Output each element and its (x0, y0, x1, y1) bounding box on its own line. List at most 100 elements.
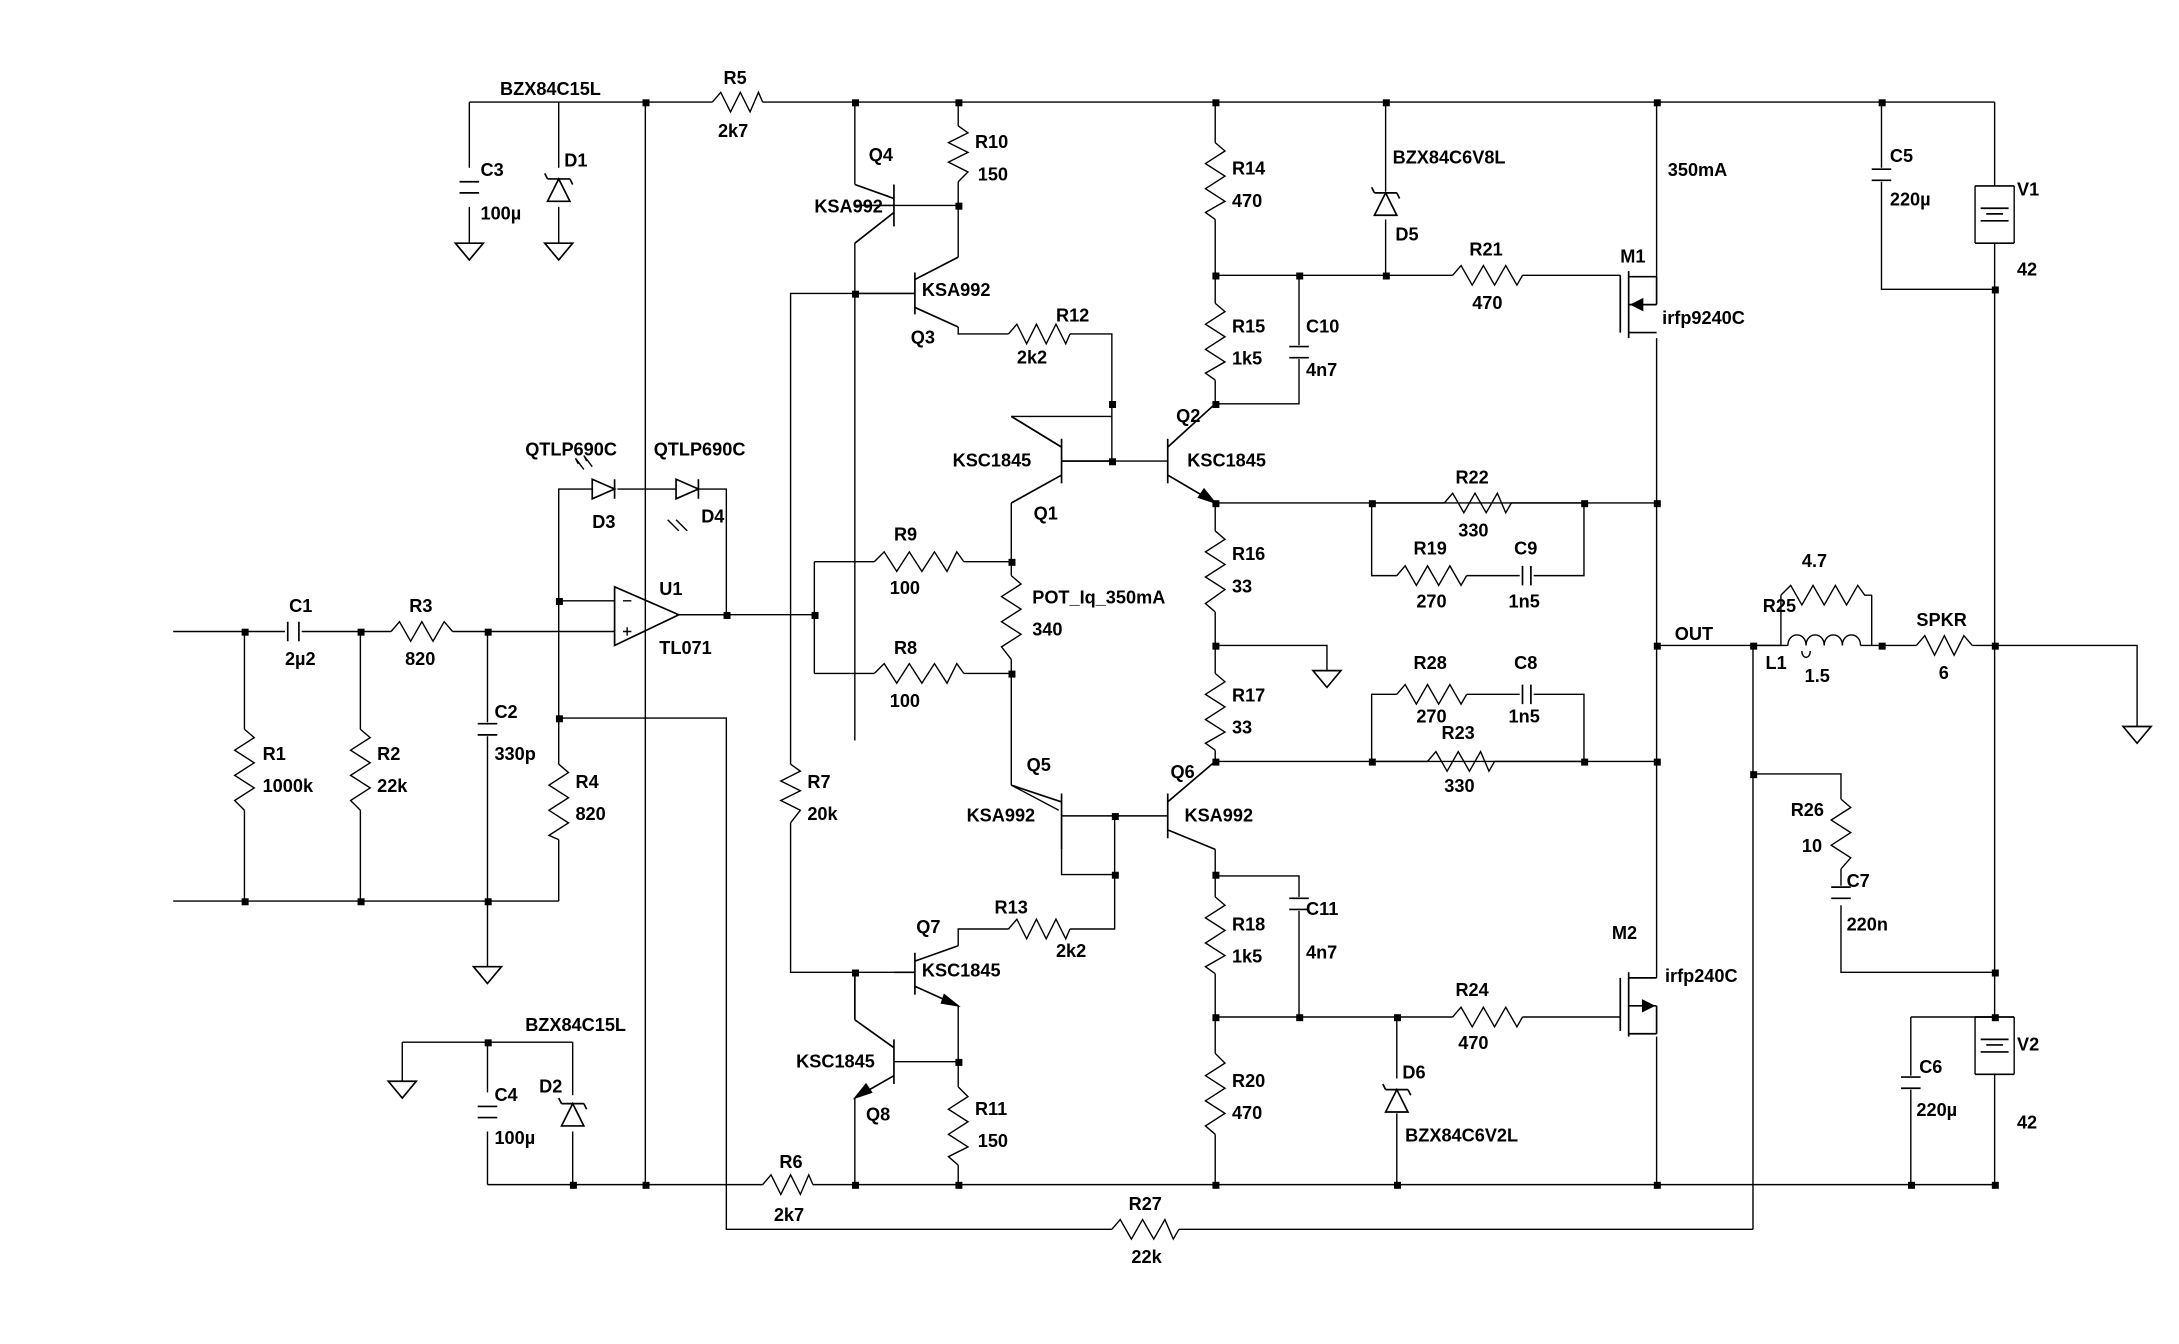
resistor-symbol (1829, 798, 1853, 870)
r13: R13 2k2 (995, 898, 1087, 961)
d1-value: BZX84C15L (500, 79, 601, 99)
d6: D6 BZX84C6V2L (1382, 1062, 1518, 1145)
c7: C7 220n (1831, 871, 1888, 934)
pot-value: 340 (1032, 620, 1062, 640)
transistors: Q4 KSA992 Q3 KSA992 Q1 KSC1845 Q2 KSC184… (796, 145, 1745, 1125)
c10: C10 4n7 (1289, 317, 1339, 380)
r25-value: 4.7 (1802, 551, 1827, 571)
r15-value: 1k5 (1232, 349, 1262, 369)
led-icon (591, 477, 617, 501)
led-icon (675, 477, 701, 501)
battery-frame-icon (1974, 1017, 2015, 1075)
c1-ref: C1 (289, 596, 312, 616)
resistor-symbol (946, 125, 970, 183)
v2-ref: V2 (2017, 1035, 2039, 1055)
l1: L1 1.5 (1766, 634, 1862, 686)
r1-value: 1000k (263, 776, 314, 796)
c3-ref: C3 (480, 160, 503, 180)
v2-value: 42 (2017, 1113, 2037, 1133)
c5: C5 220µ (1871, 146, 1931, 209)
v1: V1 42 (1974, 180, 2039, 279)
zener-diode-icon (1370, 186, 1401, 217)
q4-value: KSA992 (814, 196, 883, 216)
r26-ref: R26 (1791, 800, 1824, 820)
r2: R2 22k (349, 728, 408, 811)
c7-value: 220n (1847, 914, 1888, 934)
c10-value: 4n7 (1306, 360, 1337, 380)
r14-ref: R14 (1232, 159, 1265, 179)
capacitor-symbol (1521, 565, 1532, 586)
resistor-symbol (1204, 896, 1227, 975)
d1: D1 BZX84C15L (500, 79, 601, 203)
d2: D2 BZX84C15L (525, 1015, 626, 1127)
zener-diode-icon (557, 1097, 588, 1127)
capacitor-symbol (477, 1105, 498, 1119)
r8: R8 100 (873, 638, 965, 711)
c3-value: 100µ (480, 203, 521, 223)
resistor-symbol (1204, 672, 1227, 751)
r5: R5 2k7 (711, 68, 764, 141)
resistor-symbol (1426, 750, 1496, 773)
resistor-symbol (711, 90, 764, 114)
r5-ref: R5 (724, 68, 747, 88)
resistor-symbol (349, 728, 372, 811)
r20-value: 470 (1232, 1103, 1262, 1123)
d4-value: QTLP690C (654, 439, 746, 459)
resistor-symbol (390, 620, 454, 643)
resistor-symbol (233, 728, 256, 811)
spkr-ref: SPKR (1916, 610, 1966, 630)
battery-frame-icon (1974, 185, 2015, 244)
c5-value: 220µ (1890, 189, 1931, 209)
c7-ref: C7 (1847, 871, 1870, 891)
r18-value: 1k5 (1232, 947, 1262, 967)
c6: C6 220µ (1901, 1057, 1957, 1120)
r4-value: 820 (575, 804, 605, 824)
c8-value: 1n5 (1509, 706, 1540, 726)
capacitor-symbol (1521, 684, 1532, 705)
inductor-icon (1787, 634, 1862, 646)
r2-value: 22k (377, 776, 408, 796)
resistor-symbol (1000, 575, 1023, 660)
r17: R17 33 (1204, 672, 1265, 751)
d4: D4 QTLP690C (654, 439, 746, 532)
r19: R19 270 (1396, 539, 1468, 612)
resistor-symbol (873, 662, 965, 685)
resistor-symbol (1204, 142, 1227, 221)
emitter-arrow (940, 993, 961, 1007)
v2: V2 42 (1974, 1016, 2039, 1133)
r14: R14 470 (1204, 142, 1265, 221)
r10-ref: R10 (975, 132, 1008, 152)
emitter-arrow (1197, 487, 1218, 505)
r18: R18 1k5 (1204, 896, 1265, 975)
r8-ref: R8 (894, 638, 917, 658)
l1-value: 1.5 (1805, 666, 1830, 686)
r12-ref: R12 (1056, 305, 1089, 325)
resistor-symbol (1443, 491, 1512, 515)
q5: Q5 KSA992 (967, 755, 1063, 850)
resistors: R1 1000k R2 22k R3 820 R4 820 R5 2k7 R6 … (233, 68, 1973, 1267)
r24-ref: R24 (1455, 980, 1488, 1000)
v1-value: 42 (2017, 259, 2037, 279)
r13-value: 2k2 (1056, 941, 1086, 961)
pot: POT_Iq_350mA 340 (1000, 575, 1165, 660)
capacitor-symbol (477, 722, 498, 736)
q5-ref: Q5 (1027, 755, 1051, 775)
mosfet-arrow (1641, 999, 1656, 1013)
r15-ref: R15 (1232, 317, 1265, 337)
ground-icon (386, 1080, 419, 1100)
battery-icon (1975, 1016, 2015, 1076)
q7: Q7 KSC1845 (893, 917, 1001, 1007)
q1-value: KSC1845 (953, 451, 1032, 471)
q2-ref: Q2 (1176, 406, 1200, 426)
r12-value: 2k2 (1017, 347, 1047, 367)
mosfet-arrow (1629, 297, 1644, 312)
resistor-symbol (1396, 564, 1468, 587)
capacitor-symbol (1831, 886, 1851, 900)
r25-ref: R25 (1763, 596, 1796, 616)
r7: R7 20k (779, 763, 839, 824)
c8: C8 1n5 (1509, 653, 1540, 726)
c2-value: 330p (494, 744, 535, 764)
r21: R21 470 (1452, 240, 1524, 313)
c5-ref: C5 (1890, 146, 1913, 166)
